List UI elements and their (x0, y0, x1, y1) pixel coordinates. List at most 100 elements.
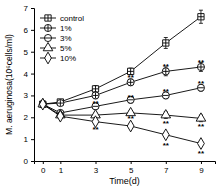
error-cap (164, 75, 168, 76)
chart: 0 1 3 5 7 9 0 1 2 3 4 5 6 7 Time(d) M. aeruginosa(10⁶ce… (0, 0, 223, 189)
data-point (57, 100, 64, 107)
series-line (43, 17, 201, 104)
error-cap (199, 23, 203, 24)
legend-item: 10% (40, 52, 76, 64)
y-tick-label: 5 (24, 48, 29, 57)
annotation: ** (198, 79, 205, 88)
series-line (43, 104, 201, 118)
legend-item: 3% (40, 34, 72, 43)
y-axis: 0 1 2 3 4 5 6 7 (24, 4, 35, 166)
marker-shape (92, 86, 98, 92)
marker-shape (198, 138, 205, 150)
y-tick-mark (31, 8, 34, 9)
error-stem (60, 101, 61, 105)
marker-shape (198, 14, 204, 20)
y-tick-mark (31, 52, 34, 53)
error-bar (164, 38, 168, 49)
legend-label: 1% (60, 24, 72, 33)
annotation: ** (163, 62, 170, 71)
y-tick: 0 (24, 157, 34, 166)
x-tick: 0 (41, 161, 46, 175)
data-point (162, 129, 169, 141)
x-tick: 5 (129, 161, 134, 175)
x-tick-mark (60, 161, 61, 164)
x-tick-label: 0 (41, 166, 46, 175)
marker-shape (57, 100, 64, 107)
x-tick-label: 1 (59, 166, 64, 175)
error-bar (199, 10, 203, 23)
legend-marker (45, 52, 52, 64)
y-tick-label: 2 (24, 113, 29, 122)
x-tick-label: 3 (94, 166, 99, 175)
y-tick-mark (31, 74, 34, 75)
x-tick-label: 9 (199, 166, 204, 175)
x-axis-title: Time(d) (109, 176, 140, 186)
error-stem (165, 38, 166, 49)
annotation: ** (128, 73, 135, 82)
error-stem (95, 86, 96, 93)
y-tick-mark (31, 161, 34, 162)
marker-line (165, 40, 166, 46)
y-tick: 4 (24, 70, 34, 79)
legend-marker (44, 24, 51, 31)
y-tick-label: 1 (24, 135, 29, 144)
marker-line (200, 14, 201, 20)
y-tick: 6 (24, 26, 34, 35)
data-area (38, 10, 206, 149)
legend-line (40, 38, 56, 39)
y-axis-line (31, 9, 35, 162)
x-tick-mark (131, 161, 132, 164)
marker-shape (44, 34, 51, 41)
y-tick: 7 (24, 4, 34, 13)
x-tick: 3 (94, 161, 99, 175)
error-stem (95, 92, 96, 99)
y-tick: 5 (24, 48, 34, 57)
data-point (57, 110, 64, 122)
legend-label: control (60, 14, 84, 23)
marker-line (45, 38, 51, 39)
y-tick-label: 6 (24, 26, 29, 35)
legend-label: 10% (60, 54, 76, 63)
marker-shape (92, 92, 99, 99)
y-tick-mark (31, 117, 34, 118)
x-tick-label: 5 (129, 166, 134, 175)
series-line (43, 88, 201, 113)
legend-item: 5% (40, 42, 72, 53)
marker-line (95, 86, 96, 92)
marker-shape (163, 40, 169, 46)
y-axis-title: M. aeruginosa(10⁶cells/ml) (4, 34, 14, 135)
data-point (198, 138, 205, 150)
marker-shape (45, 52, 52, 64)
legend: control1%3%5%10% (40, 14, 84, 64)
legend-marker (45, 15, 51, 21)
y-tick: 1 (24, 135, 34, 144)
marker-line (48, 25, 49, 31)
y-tick: 3 (24, 91, 34, 100)
y-tick: 2 (24, 113, 34, 122)
y-tick-label: 0 (24, 157, 29, 166)
data-point (196, 113, 206, 121)
marker-shape (162, 129, 169, 141)
y-tick-label: 3 (24, 91, 29, 100)
x-tick: 7 (164, 161, 169, 175)
marker-shape (161, 110, 171, 118)
series-line (43, 67, 201, 104)
x-axis-line (35, 162, 216, 165)
data-point (92, 92, 99, 99)
data-point (163, 40, 169, 46)
annotation: ** (92, 125, 99, 134)
legend-item: control (40, 14, 84, 23)
marker-shape (44, 24, 51, 31)
legend-item: 1% (40, 24, 72, 33)
annotation: ** (163, 141, 170, 150)
x-tick-label: 7 (164, 166, 169, 175)
x-tick-mark (166, 161, 167, 164)
legend-label: 3% (60, 34, 72, 43)
marker-shape (39, 98, 46, 110)
data-point (92, 86, 98, 92)
annotation: ** (163, 87, 170, 96)
data-point (39, 98, 46, 110)
annotation: ** (128, 93, 135, 102)
marker-shape (43, 42, 53, 50)
error-cap (199, 71, 203, 72)
